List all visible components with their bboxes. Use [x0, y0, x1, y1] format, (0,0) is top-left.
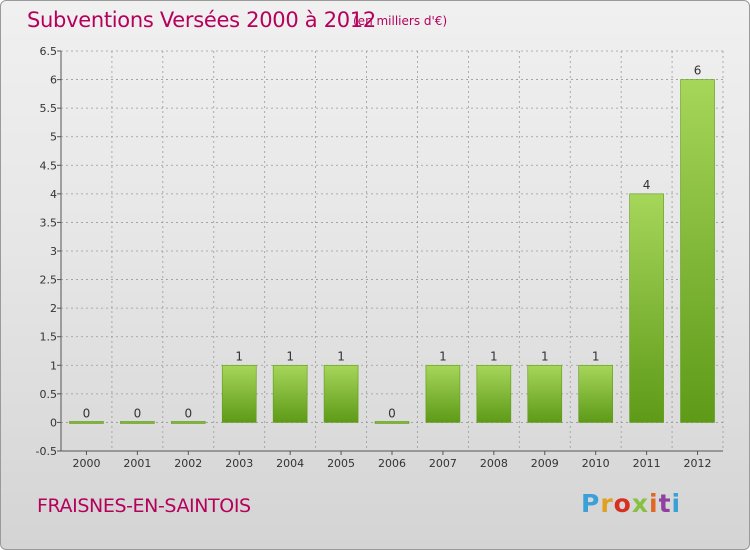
bar — [171, 421, 206, 424]
bar — [425, 364, 461, 423]
y-tick-label: 1.5 — [40, 331, 58, 344]
bar — [69, 421, 104, 424]
data-label: 0 — [83, 406, 91, 420]
y-tick-label: 6 — [50, 74, 57, 87]
bar — [120, 421, 155, 424]
x-tick-label: 2012 — [684, 457, 712, 470]
chart-subtitle: (en milliers d'€) — [353, 14, 448, 28]
chart-title: Subventions Versées 2000 à 2012 — [27, 8, 376, 32]
y-tick-label: 1 — [50, 359, 57, 372]
bar — [680, 79, 715, 423]
x-tick-label: 2000 — [72, 457, 100, 470]
data-label: 1 — [235, 349, 243, 363]
bar — [527, 364, 563, 423]
bar — [323, 364, 359, 423]
y-tick-label: 5 — [50, 131, 57, 144]
bar — [374, 421, 410, 424]
y-tick-label: 2.5 — [40, 274, 58, 287]
grid-lines — [60, 50, 724, 452]
y-tick-label: 6.5 — [40, 45, 58, 58]
x-tick-label: 2005 — [327, 457, 355, 470]
x-tick-label: 2007 — [429, 457, 457, 470]
bars — [69, 79, 715, 424]
y-tick-label: 4.5 — [40, 159, 58, 172]
y-tick-label: 3.5 — [40, 216, 58, 229]
x-tick-label: 2011 — [633, 457, 661, 470]
x-tick-label: 2009 — [531, 457, 559, 470]
x-tick-label: 2001 — [123, 457, 151, 470]
x-tick-label: 2010 — [582, 457, 610, 470]
x-tick-label: 2004 — [276, 457, 304, 470]
y-tick-labels: -0.5 0 0.5 1 1.5 2 2.5 3 3.5 4 4.5 5 5.5 6 6.5 — [36, 45, 57, 458]
y-tick-label: 4 — [50, 188, 57, 201]
x-tick-label: 2003 — [225, 457, 253, 470]
data-label: 1 — [541, 349, 549, 363]
bar — [578, 364, 613, 423]
y-tick-label: 0.5 — [40, 388, 58, 401]
data-label: 1 — [286, 349, 294, 363]
data-label: 6 — [694, 64, 702, 78]
data-label: 1 — [490, 349, 498, 363]
bar — [476, 364, 512, 423]
x-tick-label: 2006 — [378, 457, 406, 470]
y-tick-label: 3 — [50, 245, 57, 258]
data-label: 0 — [134, 406, 142, 420]
x-tick-label: 2008 — [480, 457, 508, 470]
data-label: 1 — [592, 349, 600, 363]
proxiti-logo: Proxiti — [581, 489, 682, 518]
y-tick-label: -0.5 — [36, 445, 57, 458]
y-tick-label: 0 — [50, 416, 57, 429]
x-tick-label: 2002 — [174, 457, 202, 470]
data-labels: 0 0 0 1 1 1 0 1 1 1 1 4 6 — [83, 64, 702, 421]
data-label: 1 — [337, 349, 345, 363]
x-tick-labels: 2000 2001 2002 2003 2004 2005 2006 2007 2008 2009… — [72, 457, 711, 470]
bar — [629, 193, 664, 423]
y-tick-label: 2 — [50, 302, 57, 315]
bar — [221, 364, 257, 423]
commune-name: FRAISNES-EN-SAINTOIS — [37, 495, 251, 517]
data-label: 4 — [643, 178, 651, 192]
data-label: 0 — [184, 406, 192, 420]
data-label: 0 — [388, 406, 396, 420]
y-tick-label: 5.5 — [40, 102, 58, 115]
axes — [57, 50, 723, 455]
data-label: 1 — [439, 349, 447, 363]
bar — [272, 364, 308, 423]
